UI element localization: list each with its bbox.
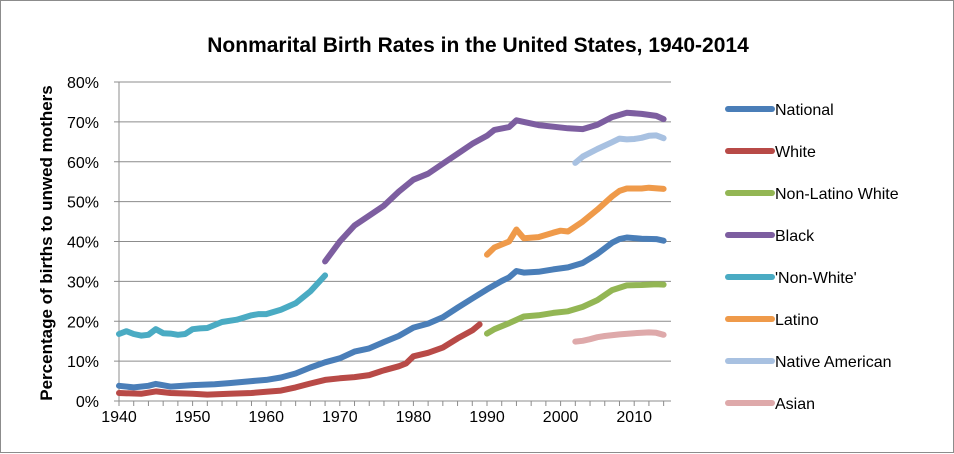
x-tick-label: 1980: [396, 409, 432, 426]
series-line: [322, 109, 667, 265]
chart-title: Nonmarital Birth Rates in the United Sta…: [207, 34, 749, 57]
series-line: [572, 329, 667, 345]
y-tick-label: 70%: [67, 115, 99, 132]
legend: National White Non-Latino White Black 'Non-W…: [725, 102, 899, 413]
legend-label: National: [775, 102, 834, 119]
legend-label: Black: [775, 228, 815, 245]
legend-label: White: [775, 144, 816, 161]
y-axis-label: Percentage of births to unwed mothers: [37, 85, 56, 401]
series-line: [484, 184, 667, 258]
x-tick-label: 1970: [322, 409, 358, 426]
y-tick-label: 30%: [67, 274, 99, 291]
y-tick-label: 20%: [67, 314, 99, 331]
y-tick-label: 80%: [67, 75, 99, 92]
series-line: [116, 321, 483, 398]
x-tick-label: 1950: [175, 409, 211, 426]
legend-label: 'Non-White': [775, 270, 857, 287]
y-tick-label: 50%: [67, 195, 99, 212]
x-tick-label: 2000: [543, 409, 579, 426]
x-tick-label: 2010: [616, 409, 652, 426]
y-tick-label: 10%: [67, 354, 99, 371]
x-tick-labels: 1940 1950 1960 1970 1980 1990 2000 2010: [101, 409, 652, 426]
legend-label: Asian: [775, 396, 815, 413]
y-tick-labels: 0% 10% 20% 30% 40% 50% 60% 70% 80%: [67, 75, 99, 411]
legend-label: Non-Latino White: [775, 186, 899, 203]
series-line: [572, 132, 667, 166]
series-line: [116, 234, 667, 391]
plot-area: [116, 109, 667, 398]
axes: [114, 81, 671, 406]
legend-label: Latino: [775, 312, 819, 329]
gridlines: [119, 81, 671, 362]
y-tick-label: 40%: [67, 235, 99, 252]
y-tick-label: 0%: [76, 394, 99, 411]
series-line: [116, 272, 329, 339]
x-tick-label: 1940: [101, 409, 137, 426]
y-tick-label: 60%: [67, 155, 99, 172]
x-tick-label: 1990: [469, 409, 505, 426]
x-tick-label: 1960: [248, 409, 284, 426]
legend-label: Native American: [775, 354, 892, 371]
series-line: [484, 281, 667, 337]
